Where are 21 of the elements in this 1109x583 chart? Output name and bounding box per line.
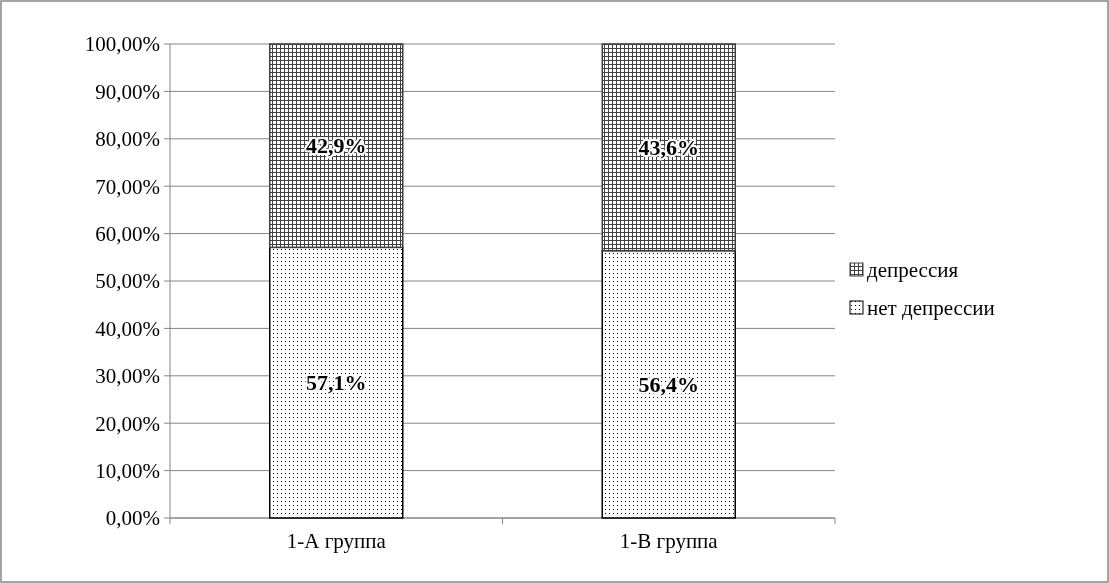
- bar: [601, 249, 736, 519]
- legend-label: нет депрессии: [867, 296, 995, 321]
- y-tick-label: 100,00%: [84, 32, 160, 57]
- bar: [269, 43, 404, 249]
- bar: [269, 246, 404, 519]
- x-tick-label: 1-А группа: [286, 529, 387, 553]
- y-tick-label: 40,00%: [95, 316, 160, 341]
- x-tick-label: 1-В группа: [619, 529, 719, 553]
- data-label: 57,1%: [306, 370, 367, 396]
- y-tick-label: 80,00%: [95, 127, 160, 152]
- bar: [601, 43, 736, 252]
- y-tick-label: 10,00%: [95, 458, 160, 483]
- y-tick-label: 30,00%: [95, 364, 160, 389]
- y-tick-label: 60,00%: [95, 221, 160, 246]
- y-tick-label: 0,00%: [105, 506, 160, 531]
- y-tick-label: 90,00%: [95, 79, 160, 104]
- legend-label: депрессия: [867, 258, 959, 283]
- data-label: 56,4%: [638, 372, 699, 398]
- y-tick-label: 50,00%: [95, 269, 160, 294]
- y-tick-label: 70,00%: [95, 174, 160, 199]
- y-tick-label: 20,00%: [95, 411, 160, 436]
